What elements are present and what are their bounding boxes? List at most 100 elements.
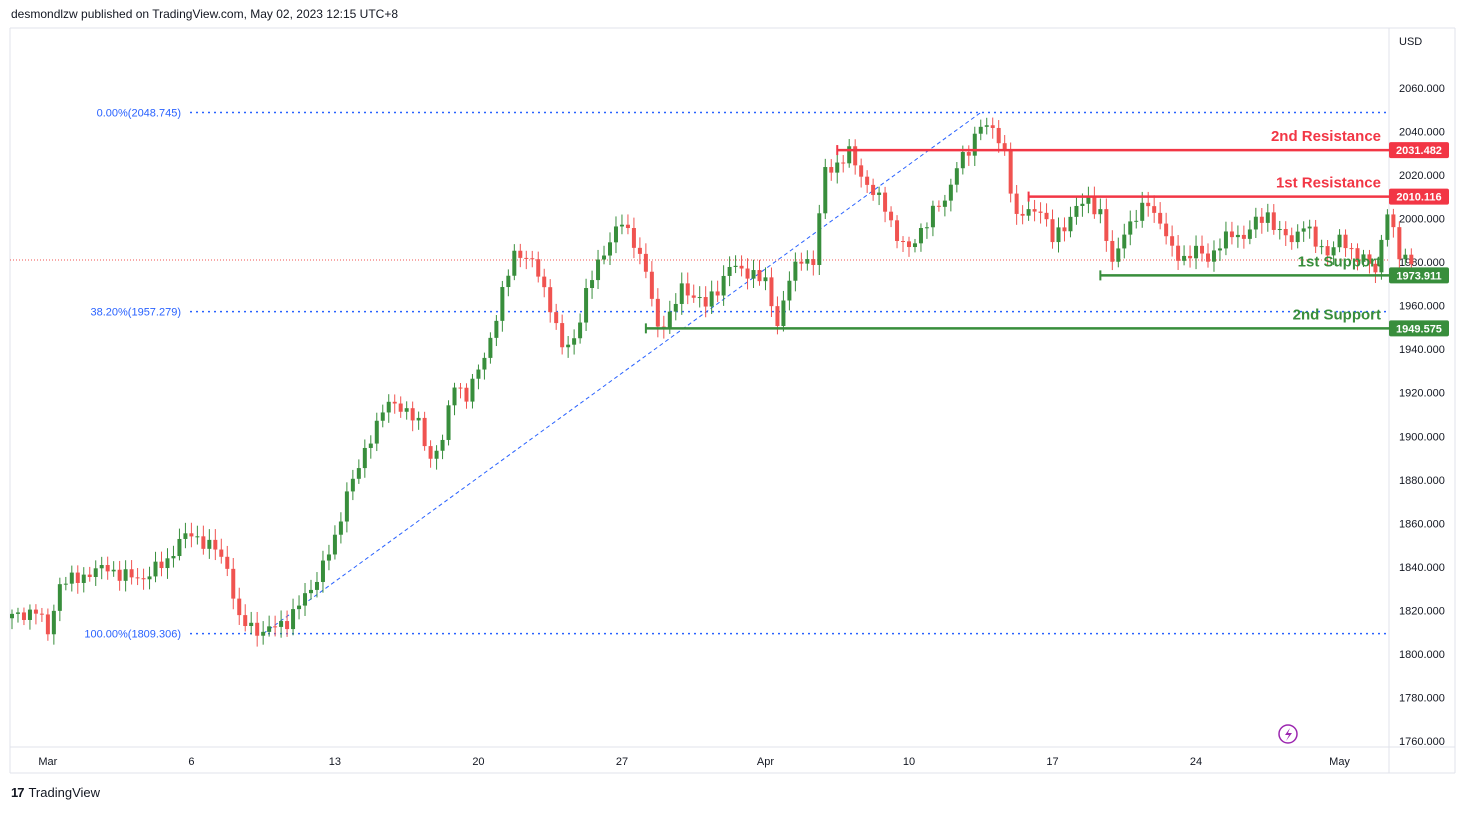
candle-body	[1379, 239, 1384, 273]
candle-body	[1295, 231, 1300, 243]
x-tick-label: 10	[903, 756, 915, 768]
candle-body	[344, 491, 349, 522]
candle-body	[428, 446, 433, 459]
level-price-tag	[1389, 320, 1449, 337]
candle-body	[332, 534, 337, 555]
candle-body	[279, 621, 284, 627]
candle-body	[811, 259, 816, 265]
x-tick-label: 24	[1190, 756, 1202, 768]
y-tick-label: 1780.000	[1399, 692, 1445, 704]
candle-body	[865, 176, 870, 185]
candle-body	[374, 420, 379, 444]
y-tick-label: 1840.000	[1399, 562, 1445, 574]
candle-body	[1056, 227, 1061, 243]
candle-body	[380, 412, 385, 421]
candle-body	[566, 344, 571, 348]
candle-body	[793, 261, 798, 281]
candle-body	[745, 268, 750, 279]
footer: 17 TradingView	[11, 785, 100, 800]
candle-body	[195, 536, 200, 538]
level-price-label: 2010.116	[1396, 192, 1441, 204]
candle-body	[476, 369, 481, 379]
candle-body	[781, 300, 786, 326]
y-tick-label: 2040.000	[1399, 127, 1445, 139]
candle-body	[1217, 248, 1222, 251]
y-tick-label: 1820.000	[1399, 605, 1445, 617]
candle-body	[948, 184, 953, 201]
candle-body	[81, 574, 86, 583]
candle-body	[27, 609, 32, 620]
fib-trendline	[262, 112, 982, 635]
candle-body	[512, 250, 517, 276]
candle-body	[709, 291, 714, 307]
tradingview-logo-icon[interactable]: 17	[11, 785, 25, 800]
tradingview-logo-text[interactable]: TradingView	[28, 785, 101, 800]
y-tick-label: 1800.000	[1399, 649, 1445, 661]
candle-body	[1110, 240, 1115, 262]
candle-body	[1152, 206, 1157, 213]
fib-level-label: 100.00%(1809.306)	[84, 629, 181, 641]
candle-body	[273, 626, 278, 628]
candle-body	[123, 569, 128, 581]
candle-body	[207, 539, 212, 549]
candle-body	[1277, 229, 1282, 231]
candle-body	[386, 401, 391, 413]
candle-body	[1182, 255, 1187, 261]
candle-body	[554, 312, 559, 324]
candle-body	[590, 280, 595, 289]
candle-body	[45, 614, 50, 635]
candle-body	[392, 401, 397, 404]
candle-body	[141, 578, 146, 580]
candle-body	[87, 574, 92, 577]
candle-body	[972, 133, 977, 156]
candle-body	[608, 242, 612, 256]
candle-body	[1289, 235, 1294, 243]
lightning-icon	[1278, 724, 1298, 744]
candle-body	[1038, 211, 1043, 213]
candle-body	[1146, 202, 1151, 207]
candle-body	[404, 408, 409, 412]
candle-body	[297, 605, 302, 610]
x-tick-label: Apr	[757, 756, 774, 768]
candle-body	[1092, 197, 1097, 215]
candle-body	[153, 561, 158, 577]
candle-body	[1373, 263, 1378, 273]
candle-body	[966, 152, 971, 156]
candle-body	[673, 303, 678, 312]
candle-body	[1014, 193, 1019, 214]
candle-body	[434, 450, 439, 459]
candle-body	[1050, 219, 1055, 243]
candle-body	[829, 167, 834, 173]
candle-body	[733, 265, 738, 267]
candle-body	[1385, 214, 1390, 240]
candles-group	[10, 117, 1414, 647]
currency-label: USD	[1399, 36, 1422, 48]
candle-body	[936, 205, 941, 207]
candle-body	[1176, 245, 1181, 261]
candle-body	[1361, 254, 1366, 262]
candle-body	[518, 250, 523, 258]
candle-body	[1247, 229, 1252, 239]
candle-body	[183, 533, 188, 539]
candle-body	[410, 408, 415, 421]
candle-body	[1062, 227, 1067, 232]
candle-body	[464, 387, 469, 402]
candle-body	[1170, 236, 1175, 246]
candle-body	[398, 403, 403, 412]
candle-body	[368, 443, 373, 448]
level-name-label: 2nd Resistance	[1271, 128, 1381, 145]
candle-body	[362, 447, 367, 469]
level-name-label: 1st Resistance	[1276, 175, 1381, 192]
candle-body	[889, 211, 894, 221]
candle-body	[309, 589, 313, 594]
candle-body	[237, 598, 242, 616]
candle-body	[1026, 209, 1031, 216]
candle-body	[105, 565, 110, 572]
candle-body	[1044, 212, 1049, 220]
x-tick-label: 17	[1046, 756, 1058, 768]
candle-body	[177, 538, 182, 557]
candle-body	[895, 220, 900, 241]
candle-body	[1403, 254, 1408, 260]
